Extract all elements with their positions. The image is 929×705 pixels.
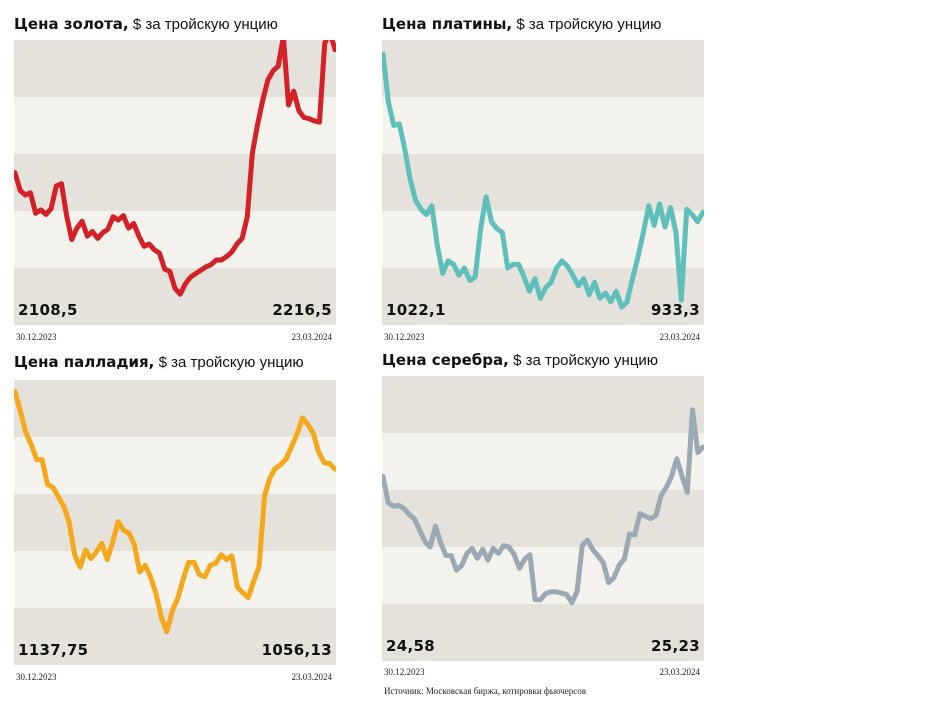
platinum-chart-panel: Цена платины, $ за тройскую унцию 1022,1…: [382, 14, 704, 344]
palladium-chart-panel: Цена палладия, $ за тройскую унцию 1137,…: [14, 352, 336, 684]
gold-chart-title: Цена золота, $ за тройскую унцию: [14, 15, 278, 33]
silver-plot-area: 24,58 25,23: [382, 376, 704, 661]
palladium-end-date: 23.03.2024: [291, 672, 333, 682]
silver-price-line-svg: [382, 407, 704, 606]
platinum-plot-area: 1022,1 933,3: [382, 40, 704, 325]
price-series-line: [14, 40, 336, 297]
silver-start-date: 30.12.2023: [384, 667, 425, 677]
gold-plot-area: 2108,5 2216,5: [14, 40, 336, 325]
gold-start-date: 30.12.2023: [16, 332, 57, 342]
gold-first-value: 2108,5: [18, 301, 78, 319]
source-note: Источник: Московская биржа, котировки фь…: [384, 686, 587, 696]
gold-end-date: 23.03.2024: [291, 332, 333, 342]
platinum-first-value: 1022,1: [386, 301, 446, 319]
gold-price-line-svg: [14, 40, 336, 297]
palladium-last-value: 1056,13: [261, 641, 332, 659]
gold-last-value: 2216,5: [272, 301, 332, 319]
silver-last-value: 25,23: [651, 637, 700, 655]
gold-chart-panel: Цена золота, $ за тройскую унцию 2108,5 …: [14, 14, 336, 344]
price-series-line: [14, 389, 336, 635]
silver-first-value: 24,58: [386, 637, 435, 655]
platinum-start-date: 30.12.2023: [384, 332, 425, 342]
platinum-price-line-svg: [382, 51, 704, 310]
palladium-chart-title: Цена палладия, $ за тройскую унцию: [14, 353, 304, 371]
palladium-price-line-svg: [14, 389, 336, 635]
platinum-chart-title: Цена платины, $ за тройскую унцию: [382, 15, 662, 33]
price-series-line: [382, 407, 704, 606]
palladium-plot-area: 1137,75 1056,13: [14, 380, 336, 665]
palladium-first-value: 1137,75: [18, 641, 89, 659]
palladium-start-date: 30.12.2023: [16, 672, 57, 682]
silver-chart-title: Цена серебра, $ за тройскую унцию: [382, 351, 659, 369]
silver-chart-panel: Цена серебра, $ за тройскую унцию 24,58 …: [382, 350, 704, 682]
platinum-end-date: 23.03.2024: [659, 332, 701, 342]
platinum-last-value: 933,3: [651, 301, 700, 319]
silver-end-date: 23.03.2024: [659, 667, 701, 677]
price-series-line: [382, 51, 704, 310]
